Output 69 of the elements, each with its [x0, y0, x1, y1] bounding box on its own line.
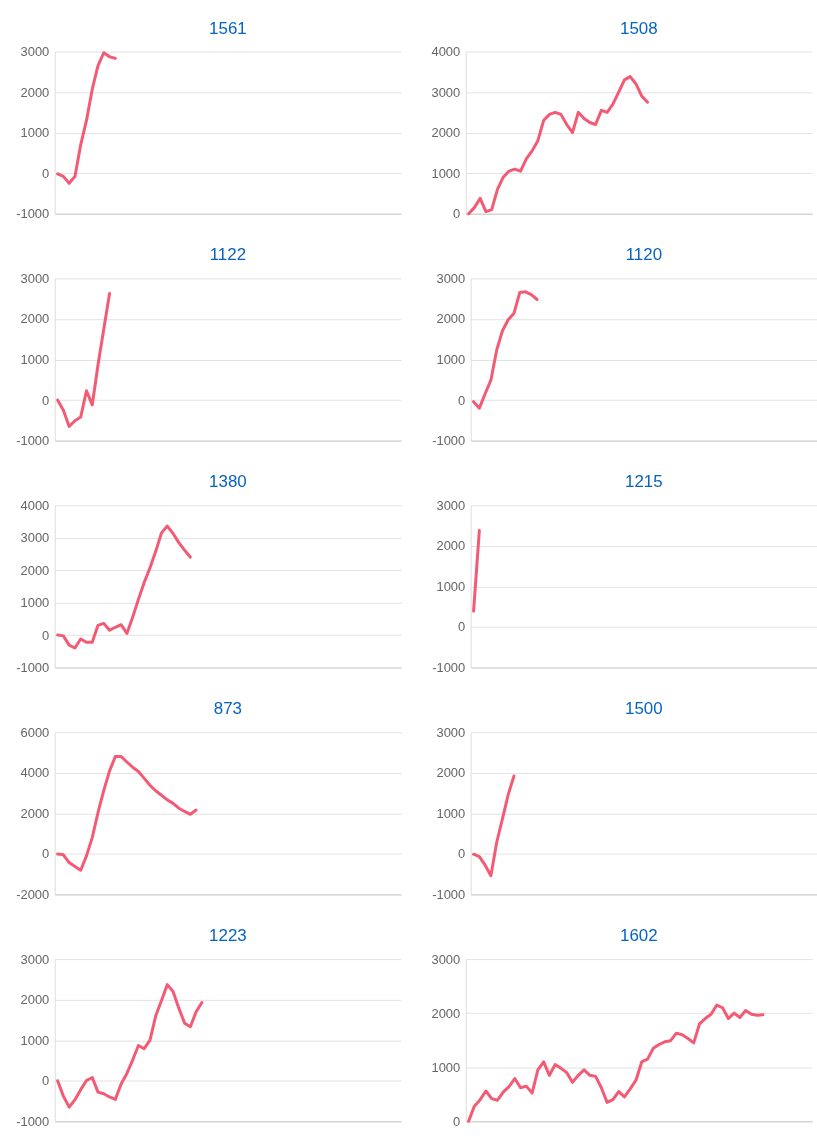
y-tick-label: 1000 [20, 351, 50, 367]
y-tick-label: 1000 [436, 578, 466, 594]
line-series [472, 774, 516, 878]
y-tick-label: -1000 [432, 659, 466, 675]
y-tick-label: 2000 [436, 765, 466, 781]
y-tick-label: 1000 [436, 805, 466, 821]
y-tick-label: 0 [42, 846, 50, 862]
line-series [467, 75, 650, 216]
y-tick-label: 2000 [20, 84, 50, 100]
chart-title: 1602 [620, 926, 658, 946]
y-tick-label: 1000 [436, 351, 466, 367]
y-tick-label: 3000 [436, 724, 466, 740]
line-series [56, 524, 192, 650]
y-tick-label: 3000 [20, 951, 50, 967]
chart-title: 873 [213, 699, 242, 719]
y-tick-label: 3000 [20, 43, 50, 59]
y-tick-label: 2000 [436, 311, 466, 327]
chart-title: 1122 [209, 245, 247, 265]
line-series [472, 290, 539, 410]
y-tick-label: 0 [458, 619, 466, 635]
line-series [56, 51, 117, 185]
chart-title: 1500 [625, 699, 663, 719]
chart-title: 1508 [620, 18, 658, 38]
chart-title: 1215 [625, 472, 663, 492]
y-tick-label: -1000 [16, 206, 50, 222]
y-tick-label: 1000 [20, 595, 50, 611]
y-tick-label: 2000 [20, 992, 50, 1008]
y-tick-label: 1000 [431, 165, 461, 181]
line-series [467, 1003, 765, 1123]
y-tick-label: 4000 [20, 497, 50, 513]
y-tick-label: -1000 [432, 886, 466, 902]
y-tick-label: 2000 [20, 311, 50, 327]
y-tick-label: 3000 [20, 270, 50, 286]
y-tick-label: 0 [42, 392, 50, 408]
y-tick-label: 4000 [20, 765, 50, 781]
y-tick-label: -2000 [16, 886, 50, 902]
y-tick-label: 1000 [20, 125, 50, 141]
y-tick-label: -1000 [432, 433, 466, 449]
y-tick-label: 6000 [20, 724, 50, 740]
y-tick-label: 0 [458, 846, 466, 862]
y-tick-label: -1000 [16, 1113, 50, 1129]
y-tick-label: 2000 [431, 125, 461, 141]
line-series [56, 291, 112, 428]
line-series [56, 983, 204, 1109]
y-tick-label: 3000 [436, 497, 466, 513]
line-series [56, 755, 198, 872]
y-tick-label: 2000 [436, 538, 466, 554]
chart-title: 1223 [209, 926, 247, 946]
y-tick-label: 0 [453, 1113, 461, 1129]
y-tick-label: 2000 [20, 562, 50, 578]
chart-title: 1380 [209, 472, 247, 492]
y-tick-label: 1000 [20, 1032, 50, 1048]
y-tick-label: 0 [42, 165, 50, 181]
y-tick-label: 0 [42, 1073, 50, 1089]
y-tick-label: 0 [458, 392, 466, 408]
y-tick-label: 3000 [431, 951, 461, 967]
y-tick-label: -1000 [16, 659, 50, 675]
chart-title: 1120 [625, 245, 663, 265]
y-tick-label: 3000 [436, 270, 466, 286]
y-tick-label: 4000 [431, 43, 461, 59]
y-tick-label: 1000 [431, 1059, 461, 1075]
y-tick-label: 0 [42, 627, 50, 643]
y-tick-label: 3000 [431, 84, 461, 100]
y-tick-label: 2000 [431, 1005, 461, 1021]
y-tick-label: 2000 [20, 805, 50, 821]
y-tick-label: 3000 [20, 530, 50, 546]
y-tick-label: -1000 [16, 433, 50, 449]
y-tick-label: 0 [453, 206, 461, 222]
chart-title: 1561 [209, 18, 247, 38]
